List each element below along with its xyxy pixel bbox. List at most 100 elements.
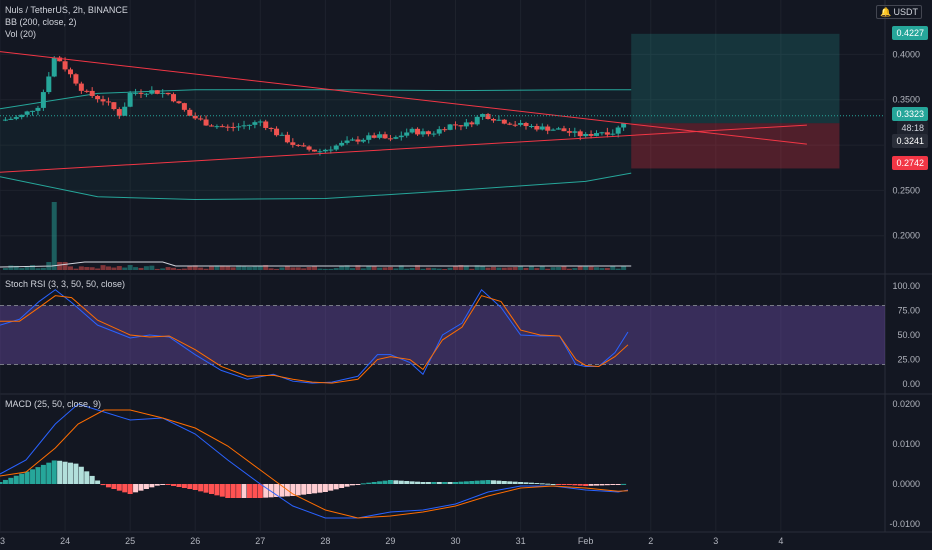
candle-body: [306, 146, 312, 150]
volume-bar: [566, 268, 572, 270]
macd-histogram-bar: [51, 460, 57, 484]
macd-histogram-bar: [8, 477, 14, 484]
macd-histogram-bar: [138, 484, 144, 491]
macd-histogram-bar: [317, 484, 323, 493]
macd-histogram-bar: [263, 484, 269, 498]
candle-body: [322, 149, 328, 152]
candle-body: [252, 122, 258, 125]
volume-bar: [425, 267, 431, 270]
candle-body: [181, 103, 187, 110]
candle-body: [225, 126, 231, 128]
volume-bar: [409, 268, 415, 270]
candle-body: [469, 122, 475, 125]
candle-body: [105, 101, 111, 103]
price-axis-label: 0.4000: [892, 49, 920, 59]
macd-histogram-bar: [431, 482, 437, 484]
macd-histogram-bar: [95, 480, 101, 484]
macd-histogram-bar: [279, 484, 285, 497]
volume-bar: [295, 267, 301, 270]
macd-histogram-bar: [545, 483, 551, 485]
volume-bar: [490, 266, 496, 270]
stoch-rsi-title[interactable]: Stoch RSI (3, 3, 50, 50, close): [5, 279, 126, 289]
x-tick-label: 26: [190, 536, 200, 546]
candle-body: [230, 126, 236, 128]
volume-bar: [604, 268, 610, 270]
macd-histogram-bar: [62, 461, 68, 484]
macd-histogram-bar: [230, 484, 236, 498]
volume-bar: [583, 265, 589, 270]
macd-histogram-bar: [57, 460, 63, 484]
macd-title[interactable]: MACD (25, 50, close, 9): [5, 399, 102, 409]
volume-bar: [149, 265, 155, 270]
volume-bar: [615, 268, 621, 270]
candle-body: [344, 140, 350, 143]
x-tick-label: 25: [125, 536, 135, 546]
volume-bar: [67, 266, 73, 270]
macd-histogram-bar: [100, 484, 106, 486]
volume-bar: [198, 267, 204, 270]
volume-bar: [252, 265, 258, 270]
price-axis-label: 0.3500: [892, 95, 920, 105]
volume-bar: [208, 266, 214, 270]
volume-bar: [317, 268, 323, 270]
bell-icon[interactable]: 🔔: [880, 7, 892, 17]
candle-body: [198, 118, 204, 120]
volume-bar: [458, 265, 464, 270]
macd-histogram-bar: [301, 484, 307, 495]
macd-axis-label: -0.0100: [889, 519, 920, 529]
price-axis-label: 0.2000: [892, 231, 920, 241]
candle-body: [176, 101, 182, 104]
volume-bar: [474, 265, 480, 270]
volume-bar: [225, 266, 231, 270]
macd-histogram-bar: [415, 481, 421, 484]
volume-bar: [138, 267, 144, 270]
candle-body: [95, 95, 101, 100]
volume-bar: [436, 268, 442, 270]
macd-macd-line: [0, 403, 629, 519]
candle-body: [393, 137, 399, 139]
candle-body: [550, 129, 556, 131]
candle-body: [371, 135, 377, 138]
target-price-tag: 0.4227: [892, 26, 928, 40]
candle-body: [566, 131, 572, 133]
vol-indicator-label[interactable]: Vol (20): [5, 29, 37, 39]
volume-bar: [507, 267, 513, 270]
currency-label: USDT: [893, 7, 919, 17]
bollinger-band-fill: [0, 89, 632, 200]
macd-histogram-bar: [360, 483, 366, 485]
candle-body: [268, 127, 274, 129]
x-tick-label: 29: [385, 536, 395, 546]
volume-bar: [453, 265, 459, 270]
volume-bar: [377, 267, 383, 270]
macd-histogram-bar: [339, 484, 345, 488]
candle-body: [349, 139, 355, 141]
volume-bar: [171, 267, 177, 270]
volume-bar: [13, 265, 19, 270]
candle-body: [436, 129, 442, 134]
macd-histogram-bar: [13, 475, 19, 484]
currency-badge[interactable]: 🔔 USDT: [876, 5, 922, 19]
macd-histogram-bar: [583, 484, 589, 486]
macd-histogram-bar: [312, 484, 318, 494]
macd-histogram-bar: [490, 480, 496, 484]
volume-bar: [241, 265, 247, 270]
volume-bar: [230, 267, 236, 270]
x-tick-label: 23: [0, 536, 5, 546]
volume-bar: [192, 265, 198, 270]
candle-body: [24, 111, 30, 115]
volume-bar: [40, 267, 46, 270]
macd-histogram-bar: [241, 484, 247, 498]
candle-body: [263, 121, 269, 128]
symbol-title[interactable]: Nuls / TetherUS, 2h, BINANCE: [5, 5, 128, 15]
macd-histogram-bar: [143, 484, 149, 489]
bb-indicator-label[interactable]: BB (200, close, 2): [5, 17, 77, 27]
volume-bar: [496, 267, 502, 270]
candle-body: [463, 122, 469, 127]
macd-histogram-bar: [252, 484, 258, 498]
entry-price-tag: 0.3241: [892, 134, 928, 148]
macd-histogram-bar: [566, 484, 572, 485]
volume-bar: [236, 265, 242, 270]
candle-body: [187, 109, 193, 116]
candle-body: [13, 117, 19, 119]
